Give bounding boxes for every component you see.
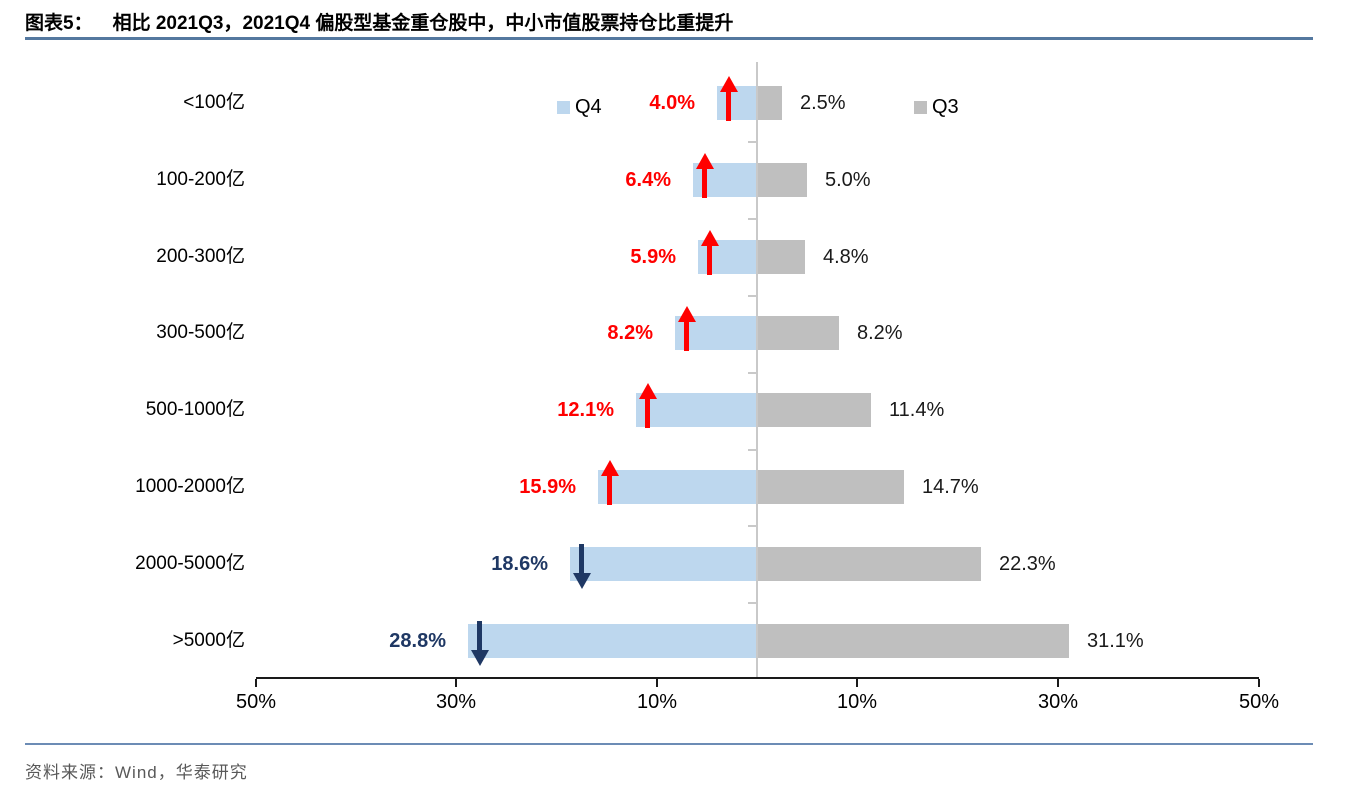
bar-q4 bbox=[570, 547, 757, 581]
q3-value-label: 8.2% bbox=[857, 322, 903, 344]
x-axis-tick-label: 50% bbox=[235, 691, 277, 713]
change-arrow-up bbox=[719, 76, 738, 121]
category-label: <100亿 bbox=[183, 92, 245, 113]
q3-value-label: 4.8% bbox=[823, 246, 869, 268]
arrow-shaft bbox=[702, 169, 707, 198]
arrow-head-up bbox=[695, 153, 714, 169]
x-axis-tick bbox=[255, 679, 257, 687]
bar-q4 bbox=[598, 470, 757, 504]
change-arrow-down bbox=[470, 621, 489, 666]
bar-q3 bbox=[757, 624, 1069, 658]
category-label: 300-500亿 bbox=[156, 322, 245, 343]
q3-value-label: 22.3% bbox=[999, 553, 1056, 575]
q3-value-label: 11.4% bbox=[889, 399, 945, 421]
center-axis-tick bbox=[748, 141, 756, 143]
category-label: >5000亿 bbox=[172, 630, 245, 651]
center-axis-line bbox=[756, 62, 758, 679]
bar-q3 bbox=[757, 86, 782, 120]
q4-value-label: 18.6% bbox=[491, 553, 548, 575]
arrow-shaft bbox=[707, 246, 712, 275]
source-text: 资料来源：Wind，华泰研究 bbox=[25, 763, 248, 782]
center-axis-tick bbox=[748, 525, 756, 527]
arrow-head-up bbox=[700, 230, 719, 246]
arrow-head-up bbox=[638, 383, 657, 399]
x-axis-tick-label: 10% bbox=[636, 691, 678, 713]
x-axis-tick bbox=[1057, 679, 1059, 687]
figure-number-label: 图表5： bbox=[25, 13, 93, 34]
category-label: 500-1000亿 bbox=[145, 399, 245, 420]
x-axis-tick bbox=[455, 679, 457, 687]
legend-label-q3: Q3 bbox=[932, 96, 959, 118]
legend-swatch-q3 bbox=[914, 101, 927, 114]
change-arrow-up bbox=[695, 153, 714, 198]
x-axis-tick bbox=[656, 679, 658, 687]
q3-value-label: 2.5% bbox=[800, 92, 846, 114]
arrow-head-down bbox=[470, 650, 489, 666]
change-arrow-up bbox=[600, 460, 619, 505]
legend-item-q4: Q4 bbox=[557, 96, 602, 119]
x-axis-tick bbox=[1258, 679, 1260, 687]
figure-header: 图表5： 相比 2021Q3，2021Q4 偏股型基金重仓股中，中小市值股票持仓比… bbox=[25, 8, 733, 35]
arrow-head-down bbox=[572, 573, 591, 589]
bar-q3 bbox=[757, 470, 904, 504]
bar-q3 bbox=[757, 547, 981, 581]
q3-value-label: 31.1% bbox=[1087, 630, 1144, 652]
x-axis-line bbox=[256, 677, 1259, 679]
category-label: 200-300亿 bbox=[156, 246, 245, 267]
x-axis-tick-label: 50% bbox=[1238, 691, 1280, 713]
center-axis-tick bbox=[748, 218, 756, 220]
arrow-shaft bbox=[477, 621, 482, 650]
arrow-head-up bbox=[677, 306, 696, 322]
bar-q3 bbox=[757, 316, 839, 350]
q3-value-label: 5.0% bbox=[825, 169, 871, 191]
arrow-shaft bbox=[645, 399, 650, 428]
legend-item-q3: Q3 bbox=[914, 96, 959, 119]
x-axis-tick-label: 30% bbox=[435, 691, 477, 713]
category-label: 100-200亿 bbox=[156, 169, 245, 190]
arrow-shaft bbox=[579, 544, 584, 573]
q4-value-label: 12.1% bbox=[557, 399, 614, 421]
bar-q3 bbox=[757, 240, 805, 274]
q4-value-label: 6.4% bbox=[625, 169, 671, 191]
arrow-head-up bbox=[600, 460, 619, 476]
center-axis-tick bbox=[748, 602, 756, 604]
q4-value-label: 8.2% bbox=[607, 322, 653, 344]
source-divider-line bbox=[25, 743, 1313, 745]
x-axis-tick-label: 10% bbox=[836, 691, 878, 713]
change-arrow-up bbox=[638, 383, 657, 428]
category-label: 2000-5000亿 bbox=[135, 553, 245, 574]
x-axis-tick bbox=[856, 679, 858, 687]
bar-q3 bbox=[757, 163, 807, 197]
arrow-shaft bbox=[726, 92, 731, 121]
change-arrow-up bbox=[677, 306, 696, 351]
q4-value-label: 4.0% bbox=[649, 92, 695, 114]
center-axis-tick bbox=[748, 449, 756, 451]
center-axis-tick bbox=[748, 372, 756, 374]
title-divider-line bbox=[25, 37, 1313, 40]
figure-title: 相比 2021Q3，2021Q4 偏股型基金重仓股中，中小市值股票持仓比重提升 bbox=[112, 13, 734, 34]
change-arrow-down bbox=[572, 544, 591, 589]
category-label: 1000-2000亿 bbox=[135, 476, 245, 497]
x-axis-tick-label: 30% bbox=[1037, 691, 1079, 713]
q4-value-label: 5.9% bbox=[630, 246, 676, 268]
legend-swatch-q4 bbox=[557, 101, 570, 114]
change-arrow-up bbox=[700, 230, 719, 275]
q3-value-label: 14.7% bbox=[922, 476, 979, 498]
legend-label-q4: Q4 bbox=[575, 96, 602, 118]
center-axis-tick bbox=[748, 295, 756, 297]
q4-value-label: 15.9% bbox=[519, 476, 576, 498]
bar-q3 bbox=[757, 393, 871, 427]
bar-q4 bbox=[468, 624, 757, 658]
arrow-shaft bbox=[684, 322, 689, 351]
q4-value-label: 28.8% bbox=[389, 630, 446, 652]
arrow-shaft bbox=[607, 476, 612, 505]
arrow-head-up bbox=[719, 76, 738, 92]
